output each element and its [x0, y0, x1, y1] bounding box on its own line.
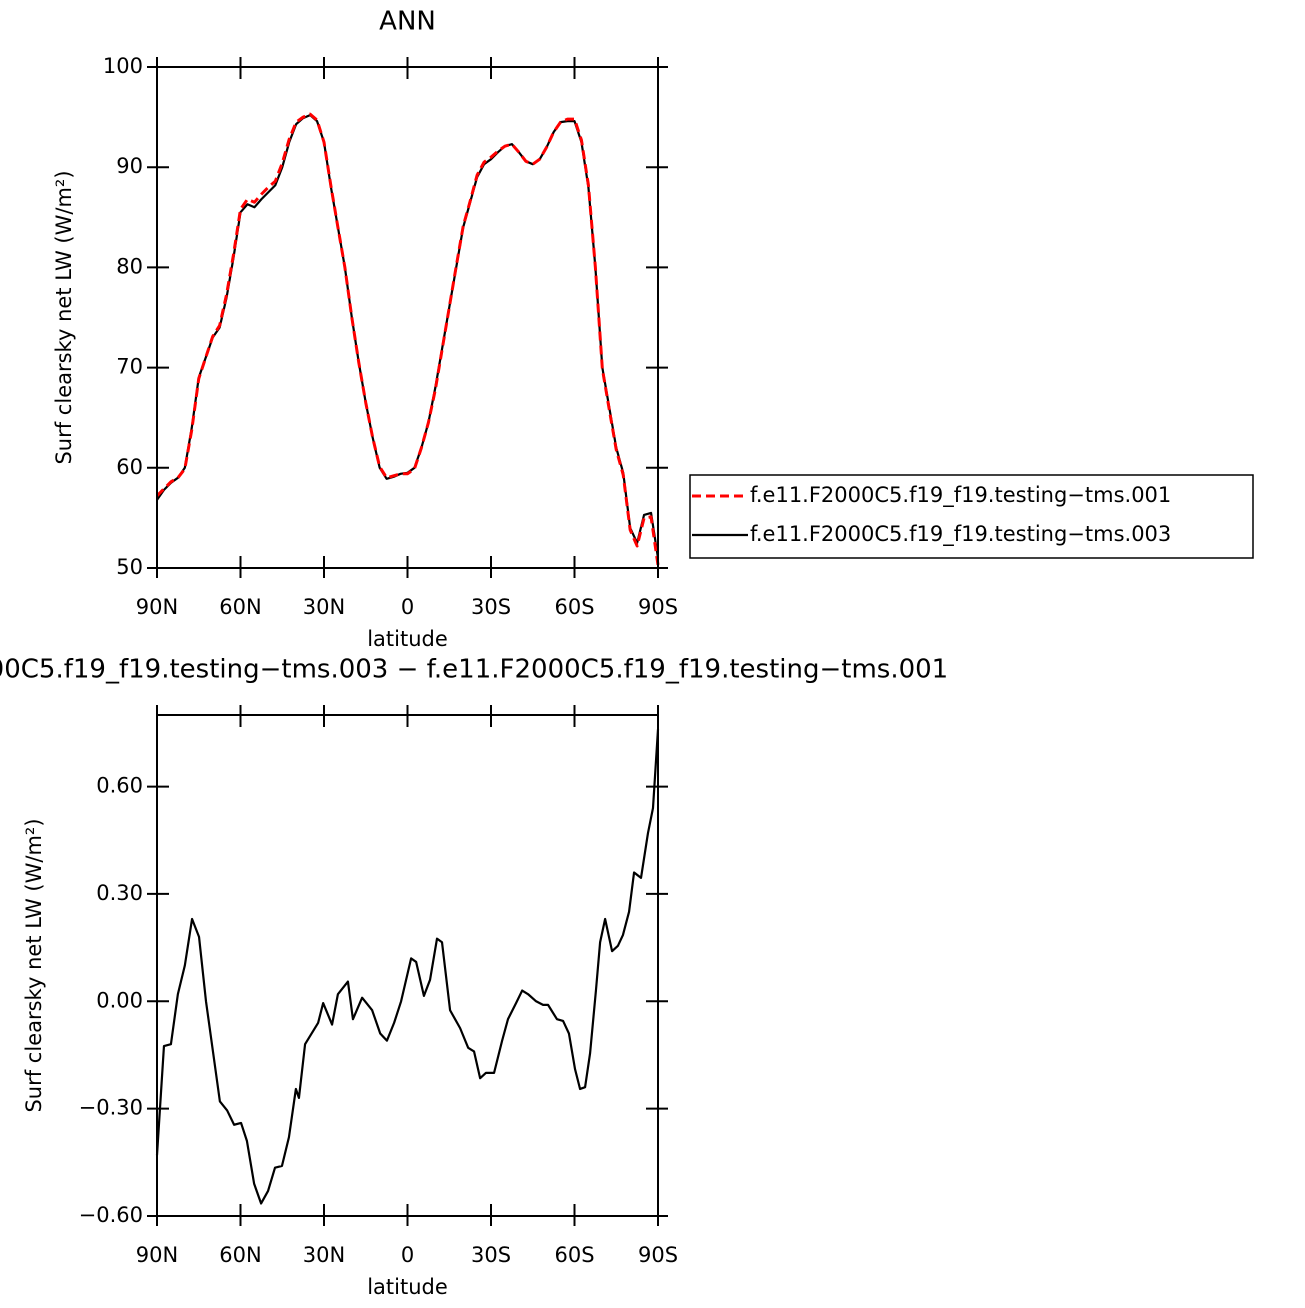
x-tick-label: 60S [554, 1243, 594, 1267]
x-tick-label: 90S [638, 595, 678, 619]
y-tick-label: 70 [116, 355, 143, 379]
y-axis-label: Surf clearsky net LW (W/m²) [22, 818, 46, 1112]
y-tick-label: 100 [103, 54, 143, 78]
legend-label: f.e11.F2000C5.f19_f19.testing−tms.003 [750, 522, 1171, 547]
y-tick-label: 0.00 [96, 988, 143, 1012]
x-tick-label: 60S [554, 595, 594, 619]
x-tick-label: 90N [136, 595, 178, 619]
y-tick-label: −0.30 [79, 1096, 143, 1120]
legend-label: f.e11.F2000C5.f19_f19.testing−tms.001 [750, 483, 1171, 508]
y-tick-label: 0.60 [96, 774, 143, 798]
y-axis-label: Surf clearsky net LW (W/m²) [52, 170, 76, 464]
x-tick-label: 90S [638, 1243, 678, 1267]
plot-frame [156, 66, 659, 569]
y-tick-label: 50 [116, 555, 143, 579]
y-tick-label: 60 [116, 455, 143, 479]
data-line [155, 729, 660, 1205]
legend-box [689, 474, 1254, 559]
data-line [155, 112, 660, 566]
y-tick-label: 0.30 [96, 881, 143, 905]
y-tick-label: −0.60 [79, 1203, 143, 1227]
x-axis-label: latitude [367, 627, 448, 651]
x-tick-label: 30S [471, 595, 511, 619]
data-line [156, 114, 660, 559]
y-tick-label: 80 [116, 254, 143, 278]
x-tick-label: 30S [471, 1243, 511, 1267]
x-axis-label: latitude [367, 1275, 448, 1299]
x-tick-label: 0 [401, 1243, 414, 1267]
x-tick-label: 30N [303, 595, 345, 619]
y-tick-label: 90 [116, 154, 143, 178]
plot-frame [156, 714, 659, 1217]
x-tick-label: 0 [401, 595, 414, 619]
x-tick-label: 60N [219, 595, 261, 619]
x-tick-label: 90N [136, 1243, 178, 1267]
x-tick-label: 60N [219, 1243, 261, 1267]
chart-title: ANN [379, 7, 436, 37]
x-tick-label: 30N [303, 1243, 345, 1267]
chart-title: f.e11.F2000C5.f19_f19.testing−tms.003 − … [0, 655, 948, 685]
